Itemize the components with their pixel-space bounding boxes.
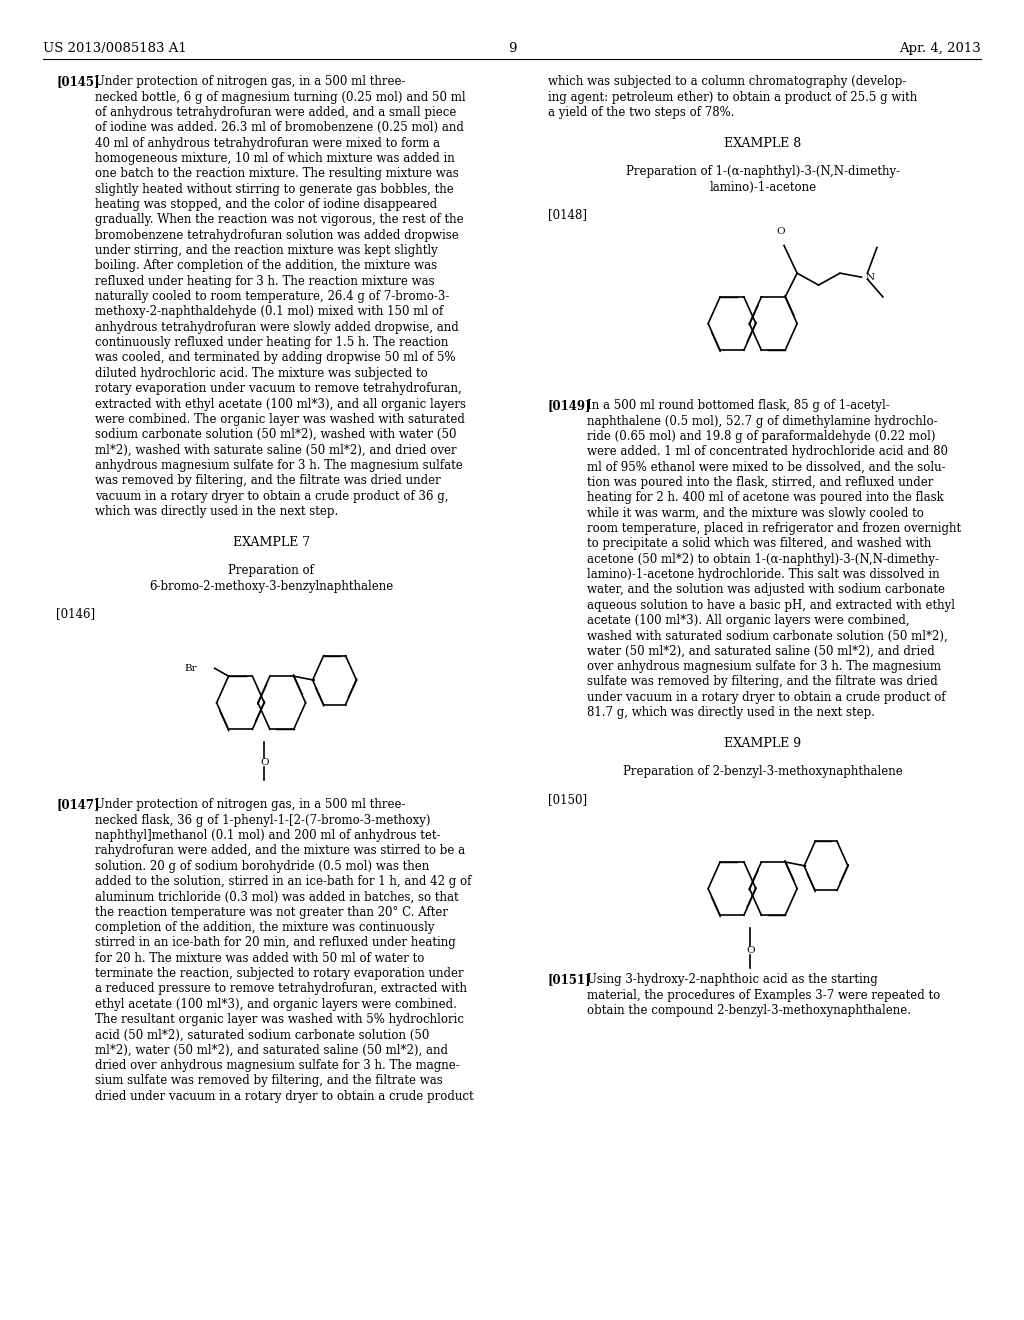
Text: lamino)-1-acetone: lamino)-1-acetone	[710, 181, 816, 194]
Text: tion was poured into the flask, stirred, and refluxed under: tion was poured into the flask, stirred,…	[587, 477, 933, 488]
Text: a reduced pressure to remove tetrahydrofuran, extracted with: a reduced pressure to remove tetrahydrof…	[95, 982, 467, 995]
Text: methoxy-2-naphthaldehyde (0.1 mol) mixed with 150 ml of: methoxy-2-naphthaldehyde (0.1 mol) mixed…	[95, 305, 443, 318]
Text: slightly heated without stirring to generate gas bobbles, the: slightly heated without stirring to gene…	[95, 182, 454, 195]
Text: which was directly used in the next step.: which was directly used in the next step…	[95, 506, 339, 517]
Text: [0151]: [0151]	[548, 973, 591, 986]
Text: aluminum trichloride (0.3 mol) was added in batches, so that: aluminum trichloride (0.3 mol) was added…	[95, 890, 459, 903]
Text: under stirring, and the reaction mixture was kept slightly: under stirring, and the reaction mixture…	[95, 244, 438, 257]
Text: EXAMPLE 8: EXAMPLE 8	[724, 137, 802, 149]
Text: EXAMPLE 9: EXAMPLE 9	[724, 737, 802, 750]
Text: necked flask, 36 g of 1-phenyl-1-[2-(7-bromo-3-methoxy): necked flask, 36 g of 1-phenyl-1-[2-(7-b…	[95, 813, 431, 826]
Text: O: O	[745, 946, 755, 956]
Text: ml*2), water (50 ml*2), and saturated saline (50 ml*2), and: ml*2), water (50 ml*2), and saturated sa…	[95, 1044, 449, 1057]
Text: of iodine was added. 26.3 ml of bromobenzene (0.25 mol) and: of iodine was added. 26.3 ml of bromoben…	[95, 121, 464, 135]
Text: [0146]: [0146]	[56, 607, 95, 620]
Text: N: N	[865, 273, 874, 281]
Text: washed with saturated sodium carbonate solution (50 ml*2),: washed with saturated sodium carbonate s…	[587, 630, 947, 643]
Text: naphthalene (0.5 mol), 52.7 g of dimethylamine hydrochlo-: naphthalene (0.5 mol), 52.7 g of dimethy…	[587, 414, 937, 428]
Text: In a 500 ml round bottomed flask, 85 g of 1-acetyl-: In a 500 ml round bottomed flask, 85 g o…	[587, 399, 890, 412]
Text: Under protection of nitrogen gas, in a 500 ml three-: Under protection of nitrogen gas, in a 5…	[95, 799, 406, 812]
Text: [0150]: [0150]	[548, 793, 587, 807]
Text: anhydrous tetrahydrofuran were slowly added dropwise, and: anhydrous tetrahydrofuran were slowly ad…	[95, 321, 459, 334]
Text: 40 ml of anhydrous tetrahydrofuran were mixed to form a: 40 ml of anhydrous tetrahydrofuran were …	[95, 137, 440, 149]
Text: stirred in an ice-bath for 20 min, and refluxed under heating: stirred in an ice-bath for 20 min, and r…	[95, 936, 456, 949]
Text: vacuum in a rotary dryer to obtain a crude product of 36 g,: vacuum in a rotary dryer to obtain a cru…	[95, 490, 449, 503]
Text: refluxed under heating for 3 h. The reaction mixture was: refluxed under heating for 3 h. The reac…	[95, 275, 435, 288]
Text: 81.7 g, which was directly used in the next step.: 81.7 g, which was directly used in the n…	[587, 706, 874, 719]
Text: EXAMPLE 7: EXAMPLE 7	[232, 536, 310, 549]
Text: rahydrofuran were added, and the mixture was stirred to be a: rahydrofuran were added, and the mixture…	[95, 845, 465, 857]
Text: material, the procedures of Examples 3-7 were repeated to: material, the procedures of Examples 3-7…	[587, 989, 940, 1002]
Text: obtain the compound 2-benzyl-3-methoxynaphthalene.: obtain the compound 2-benzyl-3-methoxyna…	[587, 1005, 910, 1018]
Text: acid (50 ml*2), saturated sodium carbonate solution (50: acid (50 ml*2), saturated sodium carbona…	[95, 1028, 430, 1041]
Text: diluted hydrochloric acid. The mixture was subjected to: diluted hydrochloric acid. The mixture w…	[95, 367, 428, 380]
Text: acetate (100 ml*3). All organic layers were combined,: acetate (100 ml*3). All organic layers w…	[587, 614, 909, 627]
Text: dried over anhydrous magnesium sulfate for 3 h. The magne-: dried over anhydrous magnesium sulfate f…	[95, 1059, 460, 1072]
Text: rotary evaporation under vacuum to remove tetrahydrofuran,: rotary evaporation under vacuum to remov…	[95, 383, 462, 395]
Text: Preparation of 1-(α-naphthyl)-3-(N,N-dimethy-: Preparation of 1-(α-naphthyl)-3-(N,N-dim…	[626, 165, 900, 178]
Text: [0149]: [0149]	[548, 399, 591, 412]
Text: Preparation of 2-benzyl-3-methoxynaphthalene: Preparation of 2-benzyl-3-methoxynaphtha…	[623, 766, 903, 779]
Text: ml*2), washed with saturate saline (50 ml*2), and dried over: ml*2), washed with saturate saline (50 m…	[95, 444, 457, 457]
Text: Br: Br	[184, 664, 198, 673]
Text: sium sulfate was removed by filtering, and the filtrate was: sium sulfate was removed by filtering, a…	[95, 1074, 443, 1088]
Text: heating for 2 h. 400 ml of acetone was poured into the flask: heating for 2 h. 400 ml of acetone was p…	[587, 491, 943, 504]
Text: naturally cooled to room temperature, 26.4 g of 7-bromo-3-: naturally cooled to room temperature, 26…	[95, 290, 450, 304]
Text: completion of the addition, the mixture was continuously: completion of the addition, the mixture …	[95, 921, 435, 935]
Text: to precipitate a solid which was filtered, and washed with: to precipitate a solid which was filtere…	[587, 537, 931, 550]
Text: Apr. 4, 2013: Apr. 4, 2013	[899, 42, 981, 55]
Text: was cooled, and terminated by adding dropwise 50 ml of 5%: was cooled, and terminated by adding dro…	[95, 351, 456, 364]
Text: heating was stopped, and the color of iodine disappeared: heating was stopped, and the color of io…	[95, 198, 437, 211]
Text: O: O	[776, 227, 784, 236]
Text: for 20 h. The mixture was added with 50 ml of water to: for 20 h. The mixture was added with 50 …	[95, 952, 425, 965]
Text: a yield of the two steps of 78%.: a yield of the two steps of 78%.	[548, 106, 734, 119]
Text: sulfate was removed by filtering, and the filtrate was dried: sulfate was removed by filtering, and th…	[587, 676, 938, 689]
Text: dried under vacuum in a rotary dryer to obtain a crude product: dried under vacuum in a rotary dryer to …	[95, 1090, 474, 1102]
Text: added to the solution, stirred in an ice-bath for 1 h, and 42 g of: added to the solution, stirred in an ice…	[95, 875, 472, 888]
Text: terminate the reaction, subjected to rotary evaporation under: terminate the reaction, subjected to rot…	[95, 968, 464, 979]
Text: under vacuum in a rotary dryer to obtain a crude product of: under vacuum in a rotary dryer to obtain…	[587, 690, 945, 704]
Text: were added. 1 ml of concentrated hydrochloride acid and 80: were added. 1 ml of concentrated hydroch…	[587, 445, 948, 458]
Text: gradually. When the reaction was not vigorous, the rest of the: gradually. When the reaction was not vig…	[95, 214, 464, 226]
Text: Under protection of nitrogen gas, in a 500 ml three-: Under protection of nitrogen gas, in a 5…	[95, 75, 406, 88]
Text: room temperature, placed in refrigerator and frozen overnight: room temperature, placed in refrigerator…	[587, 521, 961, 535]
Text: were combined. The organic layer was washed with saturated: were combined. The organic layer was was…	[95, 413, 465, 426]
Text: O: O	[260, 758, 269, 767]
Text: one batch to the reaction mixture. The resulting mixture was: one batch to the reaction mixture. The r…	[95, 168, 459, 181]
Text: while it was warm, and the mixture was slowly cooled to: while it was warm, and the mixture was s…	[587, 507, 924, 520]
Text: Preparation of: Preparation of	[228, 564, 314, 577]
Text: 9: 9	[508, 42, 516, 55]
Text: was removed by filtering, and the filtrate was dried under: was removed by filtering, and the filtra…	[95, 474, 441, 487]
Text: continuously refluxed under heating for 1.5 h. The reaction: continuously refluxed under heating for …	[95, 337, 449, 350]
Text: water, and the solution was adjusted with sodium carbonate: water, and the solution was adjusted wit…	[587, 583, 945, 597]
Text: anhydrous magnesium sulfate for 3 h. The magnesium sulfate: anhydrous magnesium sulfate for 3 h. The…	[95, 459, 463, 473]
Text: homogeneous mixture, 10 ml of which mixture was added in: homogeneous mixture, 10 ml of which mixt…	[95, 152, 455, 165]
Text: aqueous solution to have a basic pH, and extracted with ethyl: aqueous solution to have a basic pH, and…	[587, 599, 954, 611]
Text: sodium carbonate solution (50 ml*2), washed with water (50: sodium carbonate solution (50 ml*2), was…	[95, 428, 457, 441]
Text: lamino)-1-acetone hydrochloride. This salt was dissolved in: lamino)-1-acetone hydrochloride. This sa…	[587, 568, 939, 581]
Text: of anhydrous tetrahydrofuran were added, and a small piece: of anhydrous tetrahydrofuran were added,…	[95, 106, 457, 119]
Text: Using 3-hydroxy-2-naphthoic acid as the starting: Using 3-hydroxy-2-naphthoic acid as the …	[587, 973, 878, 986]
Text: bromobenzene tetrahydrofuran solution was added dropwise: bromobenzene tetrahydrofuran solution wa…	[95, 228, 459, 242]
Text: over anhydrous magnesium sulfate for 3 h. The magnesium: over anhydrous magnesium sulfate for 3 h…	[587, 660, 941, 673]
Text: 6-bromo-2-methoxy-3-benzylnaphthalene: 6-bromo-2-methoxy-3-benzylnaphthalene	[150, 579, 393, 593]
Text: naphthyl]methanol (0.1 mol) and 200 ml of anhydrous tet-: naphthyl]methanol (0.1 mol) and 200 ml o…	[95, 829, 440, 842]
Text: which was subjected to a column chromatography (develop-: which was subjected to a column chromato…	[548, 75, 906, 88]
Text: [0148]: [0148]	[548, 209, 587, 222]
Text: US 2013/0085183 A1: US 2013/0085183 A1	[43, 42, 186, 55]
Text: the reaction temperature was not greater than 20° C. After: the reaction temperature was not greater…	[95, 906, 449, 919]
Text: extracted with ethyl acetate (100 ml*3), and all organic layers: extracted with ethyl acetate (100 ml*3),…	[95, 397, 466, 411]
Text: ethyl acetate (100 ml*3), and organic layers were combined.: ethyl acetate (100 ml*3), and organic la…	[95, 998, 457, 1011]
Text: [0145]: [0145]	[56, 75, 99, 88]
Text: necked bottle, 6 g of magnesium turning (0.25 mol) and 50 ml: necked bottle, 6 g of magnesium turning …	[95, 91, 466, 103]
Text: water (50 ml*2), and saturated saline (50 ml*2), and dried: water (50 ml*2), and saturated saline (5…	[587, 644, 935, 657]
Text: boiling. After completion of the addition, the mixture was: boiling. After completion of the additio…	[95, 260, 437, 272]
Text: ride (0.65 mol) and 19.8 g of paraformaldehyde (0.22 mol): ride (0.65 mol) and 19.8 g of paraformal…	[587, 430, 935, 444]
Text: The resultant organic layer was washed with 5% hydrochloric: The resultant organic layer was washed w…	[95, 1012, 464, 1026]
Text: solution. 20 g of sodium borohydride (0.5 mol) was then: solution. 20 g of sodium borohydride (0.…	[95, 859, 429, 873]
Text: ml of 95% ethanol were mixed to be dissolved, and the solu-: ml of 95% ethanol were mixed to be disso…	[587, 461, 945, 474]
Text: acetone (50 ml*2) to obtain 1-(α-naphthyl)-3-(N,N-dimethy-: acetone (50 ml*2) to obtain 1-(α-naphthy…	[587, 553, 939, 566]
Text: [0147]: [0147]	[56, 799, 99, 812]
Text: ing agent: petroleum ether) to obtain a product of 25.5 g with: ing agent: petroleum ether) to obtain a …	[548, 91, 918, 103]
